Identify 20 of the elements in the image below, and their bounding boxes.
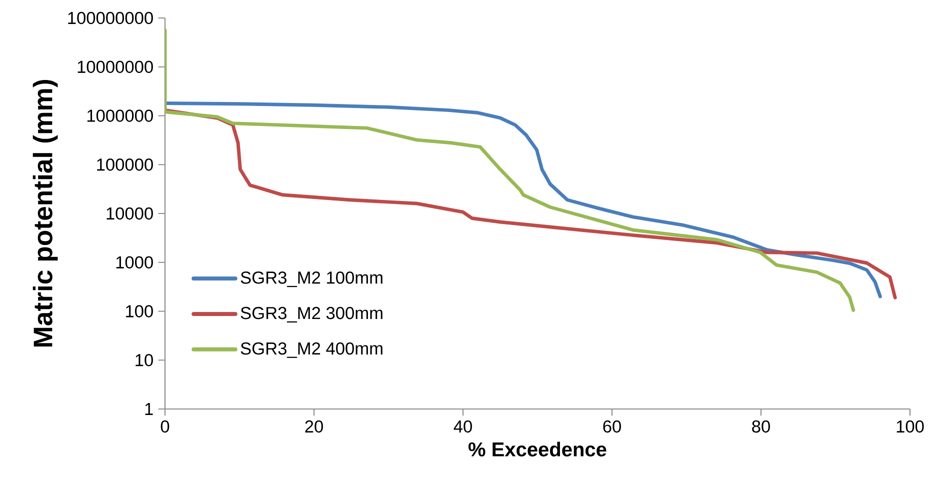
x-tick-label: 40 [454, 420, 472, 433]
y-tick-label: 1 [145, 403, 153, 415]
legend-label: SGR3_M2 400mm [240, 342, 382, 358]
x-tick-label: 60 [603, 420, 621, 433]
x-tick-label: 20 [305, 420, 323, 433]
y-tick-label: 100 [126, 305, 153, 318]
y-axis-title: Matric potential (mm) [32, 80, 58, 347]
y-tick-label: 100000000 [68, 12, 153, 24]
y-tick-label: 1000 [116, 256, 153, 268]
y-tick-label: 10000000 [78, 60, 153, 73]
x-tick-label: 0 [160, 420, 170, 433]
legend-label: SGR3_M2 100mm [240, 271, 382, 288]
y-tick-label: 10000 [106, 207, 153, 220]
y-tick-label: 1000000 [87, 110, 153, 122]
x-tick-label: 100 [896, 420, 924, 433]
x-axis-title: % Exceedence [468, 442, 606, 456]
x-tick-label: 80 [752, 420, 770, 433]
y-tick-label: 10 [136, 354, 153, 366]
legend-label: SGR3_M2 300mm [240, 306, 382, 322]
y-tick-label: 100000 [97, 158, 153, 171]
